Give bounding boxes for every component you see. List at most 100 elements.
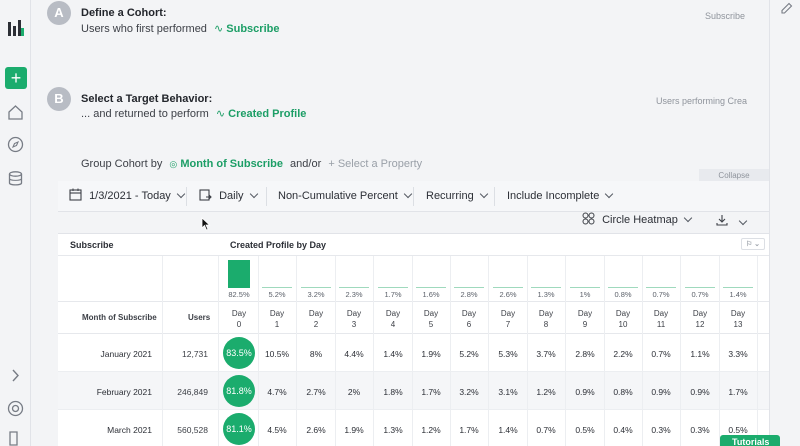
summary-bar xyxy=(723,287,753,288)
column-divider xyxy=(450,256,451,446)
tutorials-button[interactable]: Tutorials xyxy=(720,435,780,446)
day-column-header: Day 0 xyxy=(220,308,258,330)
report-toolbar: 1/3/2021 - Today Daily Non-Cumulative Pe… xyxy=(58,181,769,212)
column-divider xyxy=(218,256,219,446)
day-number: 2 xyxy=(313,320,319,329)
day-column-header: Day 7 xyxy=(489,308,527,330)
column-divider xyxy=(642,256,643,446)
summary-bar xyxy=(646,287,676,288)
summary-bar-cell: 2.6% xyxy=(489,256,527,301)
chevron-down-icon xyxy=(176,189,186,199)
heat-circle[interactable]: 81.8% xyxy=(223,375,255,407)
flag-dropdown-icon[interactable]: ⚐ ⌄ xyxy=(741,238,765,250)
row-month: January 2021 xyxy=(100,349,152,359)
plus-icon[interactable]: + xyxy=(5,67,27,89)
day-column-header: Day 13 xyxy=(719,308,757,330)
summary-bar xyxy=(228,260,250,288)
step-b-event-link[interactable]: Created Profile xyxy=(228,108,307,120)
edit-icon[interactable] xyxy=(780,2,793,15)
date-range-dropdown[interactable]: 1/3/2021 - Today xyxy=(69,181,186,212)
visualization-value: Circle Heatmap xyxy=(602,214,678,226)
logo-icon[interactable] xyxy=(8,20,24,36)
step-b-summary: Users performing Crea xyxy=(656,96,748,106)
and-or-label: and/or xyxy=(290,158,322,170)
row-month: February 2021 xyxy=(96,387,152,397)
right-panel xyxy=(769,0,800,446)
day-label: Day xyxy=(385,309,401,318)
mode-value: Recurring xyxy=(426,190,474,202)
mouse-cursor-icon xyxy=(201,217,211,231)
compass-icon[interactable] xyxy=(7,136,24,153)
mode-dropdown[interactable]: Recurring xyxy=(426,181,488,212)
day-label: Day xyxy=(692,309,708,318)
day-label: Day xyxy=(423,309,439,318)
column-divider xyxy=(162,256,163,446)
measure-value: Non-Cumulative Percent xyxy=(278,190,398,202)
incomplete-dropdown[interactable]: Include Incomplete xyxy=(507,181,614,212)
activity-icon: ∿ xyxy=(214,23,224,35)
row-cell: 3.1% xyxy=(498,387,518,397)
row-users: 246,849 xyxy=(177,387,208,397)
row-cell: 0.3% xyxy=(690,425,710,435)
heat-circle[interactable]: 81.1% xyxy=(223,413,255,445)
row-cell: 4.7% xyxy=(267,387,287,397)
summary-bar-label: 3.2% xyxy=(307,290,325,299)
row-users: 12,731 xyxy=(182,349,208,359)
table-row[interactable]: February 2021 246,849 81.8% 4.7% 2.7% 2% 1.8% 1… xyxy=(58,372,769,410)
column-divider xyxy=(604,256,605,446)
activity-icon: ∿ xyxy=(215,108,226,120)
summary-bar-cell: 1.4% xyxy=(719,256,757,301)
visualization-dropdown[interactable]: Circle Heatmap xyxy=(582,205,693,236)
day-column-header: Day 12 xyxy=(681,308,719,330)
exit-icon[interactable] xyxy=(7,430,24,446)
interval-dropdown[interactable]: Daily xyxy=(199,181,258,212)
row-cell: 2% xyxy=(347,387,361,397)
row-cell: 1.2% xyxy=(421,425,441,435)
row-cell: 1.7% xyxy=(728,387,748,397)
day-number: 9 xyxy=(582,320,588,329)
table-row[interactable]: January 2021 12,731 83.5% 10.5% 8% 4.4% 1.4% 1.… xyxy=(58,334,769,372)
day-column-header: Day 9 xyxy=(566,308,604,330)
row-cell: 1.1% xyxy=(690,349,710,359)
measure-dropdown[interactable]: Non-Cumulative Percent xyxy=(278,181,413,212)
collapse-button[interactable]: Collapse xyxy=(699,169,769,182)
home-icon[interactable] xyxy=(7,104,24,121)
column-divider xyxy=(335,256,336,446)
divider xyxy=(494,187,495,206)
day-column-header: Day 2 xyxy=(297,308,335,330)
day-number: 7 xyxy=(505,320,511,329)
chevron-down-icon xyxy=(479,189,488,199)
day-label: Day xyxy=(346,309,362,318)
row-cell: 3.2% xyxy=(459,387,479,397)
row-cell: 2.8% xyxy=(575,349,595,359)
summary-bar xyxy=(339,287,369,288)
chevron-right-icon[interactable] xyxy=(7,367,24,384)
step-b-description: ... and returned to perform ∿ Created Pr… xyxy=(81,107,306,120)
export-button[interactable] xyxy=(716,214,748,229)
column-divider xyxy=(258,256,259,446)
summary-bar xyxy=(493,287,523,288)
interval-value: Daily xyxy=(219,190,244,202)
calendar-arrow-icon xyxy=(199,189,212,201)
summary-bar xyxy=(301,287,331,288)
day-column-header: Day 6 xyxy=(450,308,488,330)
database-icon[interactable] xyxy=(7,170,24,187)
row-cell: 1.4% xyxy=(498,425,518,435)
group-property-link[interactable]: Month of Subscribe xyxy=(180,158,283,170)
day-number: 10 xyxy=(618,320,628,329)
step-a-event-link[interactable]: Subscribe xyxy=(226,23,280,35)
row-cell: 2.6% xyxy=(306,425,326,435)
step-a-badge: A xyxy=(47,1,71,25)
summary-bar-cell: 3.2% xyxy=(297,256,335,301)
table-row[interactable]: March 2021 560,528 81.1% 4.5% 2.6% 1.9% 1.3% 1.… xyxy=(58,410,769,446)
summary-bar-label: 1.4% xyxy=(729,290,747,299)
day-column-header: Day 11 xyxy=(642,308,680,330)
row-cell: 4.4% xyxy=(344,349,364,359)
day-number: 3 xyxy=(351,320,357,329)
lifebuoy-icon[interactable] xyxy=(7,400,24,417)
row-cell: 0.5% xyxy=(575,425,595,435)
heat-circle[interactable]: 83.5% xyxy=(223,337,255,369)
summary-bar xyxy=(531,287,561,288)
month-column-header: Month of Subscribe xyxy=(82,313,157,322)
select-property-link[interactable]: Select a Property xyxy=(337,158,423,170)
